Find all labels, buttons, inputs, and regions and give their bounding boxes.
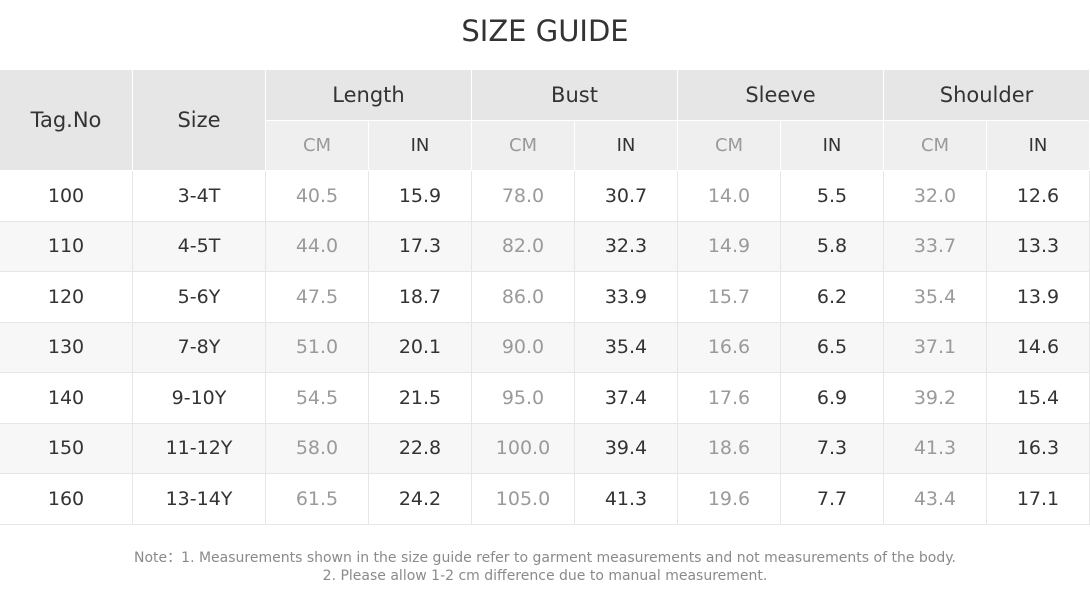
table-cell: 32.0 [884,171,987,222]
table-cell: 110 [0,221,133,272]
table-cell: 47.5 [266,272,369,323]
table-cell: 3-4T [133,171,266,222]
table-cell: 13.9 [987,272,1090,323]
table-cell: 16.3 [987,423,1090,474]
group-header: Shoulder [884,70,1090,121]
table-cell: 16.6 [678,322,781,373]
unit-header: CM [472,120,575,171]
group-header: Bust [472,70,678,121]
table-cell: 95.0 [472,373,575,424]
table-cell: 82.0 [472,221,575,272]
table-cell: 6.9 [781,373,884,424]
table-cell: 35.4 [884,272,987,323]
table-cell: 22.8 [369,423,472,474]
table-cell: 7-8Y [133,322,266,373]
table-cell: 100.0 [472,423,575,474]
table-cell: 39.2 [884,373,987,424]
table-cell: 13-14Y [133,474,266,525]
table-cell: 78.0 [472,171,575,222]
table-cell: 9-10Y [133,373,266,424]
table-cell: 140 [0,373,133,424]
table-cell: 4-5T [133,221,266,272]
table-cell: 30.7 [575,171,678,222]
table-cell: 54.5 [266,373,369,424]
table-cell: 15.7 [678,272,781,323]
table-cell: 43.4 [884,474,987,525]
table-cell: 150 [0,423,133,474]
table-cell: 14.6 [987,322,1090,373]
group-header: Sleeve [678,70,884,121]
table-cell: 7.3 [781,423,884,474]
table-cell: 100 [0,171,133,222]
unit-header: IN [987,120,1090,171]
unit-header: IN [575,120,678,171]
table-cell: 6.2 [781,272,884,323]
table-cell: 5.8 [781,221,884,272]
table-cell: 14.0 [678,171,781,222]
table-cell: 21.5 [369,373,472,424]
table-cell: 13.3 [987,221,1090,272]
table-cell: 5.5 [781,171,884,222]
table-cell: 11-12Y [133,423,266,474]
table-cell: 105.0 [472,474,575,525]
table-cell: 44.0 [266,221,369,272]
unit-header: CM [884,120,987,171]
table-cell: 17.3 [369,221,472,272]
title: SIZE GUIDE [461,14,629,48]
table-cell: 120 [0,272,133,323]
table-cell: 37.4 [575,373,678,424]
table-cell: 37.1 [884,322,987,373]
table-cell: 5-6Y [133,272,266,323]
table-cell: 39.4 [575,423,678,474]
table-cell: 51.0 [266,322,369,373]
table-cell: 20.1 [369,322,472,373]
table-cell: 7.7 [781,474,884,525]
table-cell: 18.6 [678,423,781,474]
group-header: Length [266,70,472,121]
unit-header: IN [781,120,884,171]
table-cell: 17.1 [987,474,1090,525]
unit-header: CM [266,120,369,171]
table-cell: 33.9 [575,272,678,323]
header-cell: Size [133,70,266,171]
unit-header: CM [678,120,781,171]
note: 2. Please allow 1-2 cm difference due to… [322,568,768,584]
table-cell: 130 [0,322,133,373]
table-cell: 17.6 [678,373,781,424]
note: Note：1. Measurements shown in the size g… [134,550,956,566]
table-cell: 160 [0,474,133,525]
table-cell: 40.5 [266,171,369,222]
table-cell: 41.3 [884,423,987,474]
table-cell: 41.3 [575,474,678,525]
table-cell: 86.0 [472,272,575,323]
table-cell: 33.7 [884,221,987,272]
table-cell: 12.6 [987,171,1090,222]
table-cell: 24.2 [369,474,472,525]
table-cell: 15.4 [987,373,1090,424]
table-cell: 14.9 [678,221,781,272]
table-cell: 19.6 [678,474,781,525]
table-cell: 32.3 [575,221,678,272]
unit-header: IN [369,120,472,171]
table-cell: 90.0 [472,322,575,373]
table-cell: 58.0 [266,423,369,474]
table-cell: 35.4 [575,322,678,373]
header-cell: Tag.No [0,70,133,171]
table-cell: 15.9 [369,171,472,222]
table-cell: 18.7 [369,272,472,323]
table-cell: 6.5 [781,322,884,373]
table-cell: 61.5 [266,474,369,525]
